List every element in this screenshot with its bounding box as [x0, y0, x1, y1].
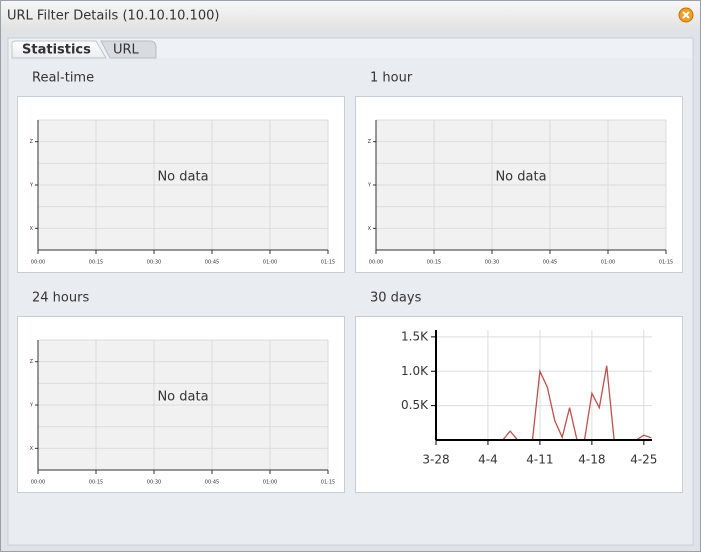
y-tick-label: Y	[367, 183, 372, 189]
x-tick-label: 01:15	[321, 480, 335, 486]
x-tick-label: 4-25	[630, 453, 657, 467]
panel-title: Real-time	[32, 71, 94, 86]
x-tick-label: 01:00	[263, 260, 277, 266]
title-bar	[1, 1, 700, 30]
tab-url[interactable]	[100, 40, 157, 59]
tab-statistics[interactable]	[11, 40, 107, 59]
close-button[interactable]	[678, 7, 694, 23]
x-tick-label: 00:00	[31, 480, 45, 486]
y-tick-label: Y	[29, 183, 34, 189]
y-tick-label: Y	[29, 403, 34, 409]
no-data-message: No data	[495, 170, 546, 185]
y-tick-label: 0.5K	[401, 398, 429, 412]
x-tick-label: 4-18	[578, 453, 605, 467]
x-tick-label: 00:30	[147, 480, 161, 486]
y-tick-label: 1.5K	[401, 329, 429, 343]
x-tick-label: 00:15	[89, 480, 103, 486]
x-tick-label: 3-28	[422, 453, 449, 467]
x-tick-label: 00:00	[369, 260, 383, 266]
y-tick-label: X	[30, 226, 34, 232]
x-tick-label: 01:15	[321, 260, 335, 266]
x-tick-label: 00:15	[89, 260, 103, 266]
x-tick-label: 4-11	[526, 453, 553, 467]
y-tick-label: Z	[30, 139, 34, 145]
x-tick-label: 4-4	[478, 453, 498, 467]
plot-area	[436, 330, 652, 440]
y-tick-label: 1.0K	[401, 364, 429, 378]
panel-title: 24 hours	[32, 291, 89, 306]
x-tick-label: 00:45	[543, 260, 557, 266]
dialog-title: URL Filter Details (10.10.10.100)	[7, 9, 219, 24]
y-tick-label: X	[368, 226, 372, 232]
panel-title: 1 hour	[370, 71, 413, 86]
x-tick-label: 00:45	[205, 260, 219, 266]
x-tick-label: 01:15	[659, 260, 673, 266]
tab-label[interactable]: URL	[113, 43, 140, 58]
x-tick-label: 00:45	[205, 480, 219, 486]
y-tick-label: Z	[368, 139, 372, 145]
x-tick-label: 00:00	[31, 260, 45, 266]
x-tick-label: 00:30	[147, 260, 161, 266]
y-tick-label: X	[30, 446, 34, 452]
no-data-message: No data	[157, 170, 208, 185]
x-tick-label: 01:00	[601, 260, 615, 266]
x-tick-label: 00:30	[485, 260, 499, 266]
no-data-message: No data	[157, 390, 208, 405]
x-tick-label: 00:15	[427, 260, 441, 266]
tab-label[interactable]: Statistics	[22, 43, 91, 58]
x-tick-label: 01:00	[263, 480, 277, 486]
panel-title: 30 days	[370, 291, 422, 306]
y-tick-label: Z	[30, 359, 34, 365]
